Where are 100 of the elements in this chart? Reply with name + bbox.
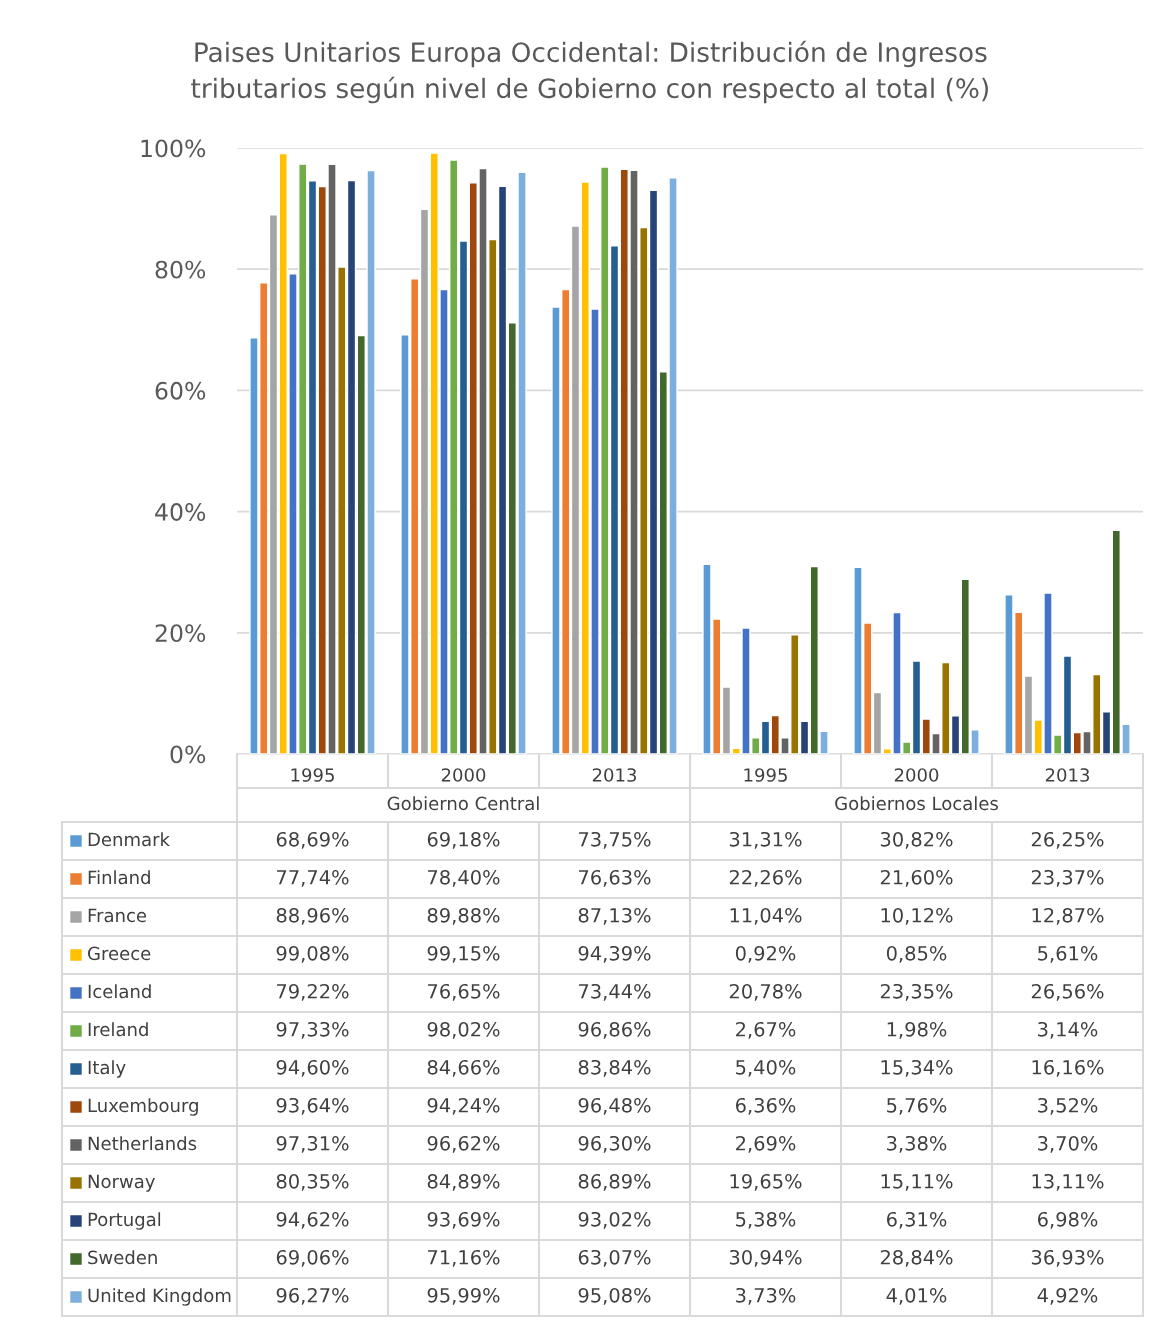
legend-label: France bbox=[88, 908, 147, 923]
data-label: 93,64% bbox=[276, 1097, 349, 1115]
data-label: 96,30% bbox=[578, 1135, 651, 1153]
data-label: 2,69% bbox=[736, 1135, 796, 1153]
data-label: 69,06% bbox=[276, 1249, 349, 1267]
x-tick-label: 2000 bbox=[894, 768, 939, 782]
data-label: 31,31% bbox=[729, 831, 802, 849]
data-label: 78,40% bbox=[428, 869, 500, 887]
legend-label: Luxembourg bbox=[88, 1098, 198, 1116]
legend-label: Denmark bbox=[88, 832, 170, 847]
data-label: 15,11% bbox=[881, 1173, 953, 1191]
data-label: 95,08% bbox=[578, 1287, 651, 1305]
data-label: 93,69% bbox=[427, 1211, 500, 1229]
data-label: 2,67% bbox=[736, 1021, 796, 1039]
data-label: 96,27% bbox=[276, 1287, 349, 1305]
data-label: 87,13% bbox=[578, 907, 651, 925]
legend-label: Iceland bbox=[88, 984, 151, 999]
data-label: 4,92% bbox=[1037, 1287, 1098, 1305]
data-label: 20,78% bbox=[729, 983, 802, 1001]
data-label: 3,14% bbox=[1038, 1021, 1098, 1039]
data-label: 84,89% bbox=[427, 1173, 500, 1191]
data-label: 5,38% bbox=[736, 1211, 796, 1229]
data-label: 19,65% bbox=[730, 1173, 802, 1191]
data-label: 79,22% bbox=[277, 983, 349, 1001]
data-label: 5,40% bbox=[736, 1059, 796, 1077]
x-tick-label: 2013 bbox=[592, 768, 637, 782]
data-label: 94,39% bbox=[578, 945, 651, 963]
data-label: 4,01% bbox=[886, 1287, 947, 1305]
data-label: 23,35% bbox=[880, 983, 953, 1001]
data-label: 23,37% bbox=[1031, 869, 1104, 887]
data-label: 93,02% bbox=[578, 1211, 651, 1229]
data-label: 80,35% bbox=[276, 1173, 349, 1191]
x-tick-label: 1995 bbox=[291, 768, 334, 782]
data-label: 94,62% bbox=[276, 1211, 349, 1229]
data-label: 30,94% bbox=[729, 1249, 802, 1267]
data-label: 5,61% bbox=[1038, 945, 1098, 963]
data-label: 96,48% bbox=[578, 1097, 651, 1115]
x-tick-label: 2000 bbox=[441, 768, 486, 782]
y-tick-label: 0% bbox=[170, 745, 206, 764]
data-label: 96,62% bbox=[427, 1135, 500, 1153]
legend-label: Portugal bbox=[88, 1212, 161, 1230]
data-label: 3,70% bbox=[1038, 1135, 1098, 1153]
data-label: 95,99% bbox=[427, 1287, 500, 1305]
text: Gobierno Central bbox=[387, 796, 539, 811]
data-label: 94,24% bbox=[427, 1097, 500, 1115]
data-label: 73,44% bbox=[579, 983, 651, 1001]
data-label: 76,63% bbox=[579, 869, 651, 887]
legend-label: Finland bbox=[88, 870, 150, 885]
data-label: 13,11% bbox=[1032, 1173, 1104, 1191]
legend-label: Netherlands bbox=[88, 1136, 197, 1151]
data-label: 98,02% bbox=[427, 1021, 500, 1039]
data-label: 76,65% bbox=[428, 983, 500, 1001]
data-label: 73,75% bbox=[579, 831, 651, 849]
data-label: 68,69% bbox=[276, 831, 349, 849]
data-label: 6,36% bbox=[735, 1097, 796, 1115]
data-label: 88,96% bbox=[276, 907, 349, 925]
data-label: 71,16% bbox=[428, 1249, 500, 1267]
x-tick-label: 1995 bbox=[744, 768, 787, 782]
data-label: 6,98% bbox=[1037, 1211, 1098, 1229]
data-label: 94,60% bbox=[276, 1059, 349, 1077]
y-tick-label: 80% bbox=[155, 260, 206, 279]
y-tick-label: 100% bbox=[141, 139, 206, 158]
data-label: 0,85% bbox=[886, 945, 947, 963]
data-label: 97,33% bbox=[276, 1021, 349, 1039]
data-label: 11,04% bbox=[730, 907, 802, 925]
data-label: 22,26% bbox=[729, 869, 802, 887]
data-label: 63,07% bbox=[578, 1249, 651, 1267]
y-tick-label: 60% bbox=[155, 381, 206, 400]
data-label: 28,84% bbox=[880, 1249, 953, 1267]
data-label: 1,98% bbox=[887, 1021, 947, 1039]
x-tick-label: 2013 bbox=[1045, 768, 1090, 782]
data-label: 3,73% bbox=[736, 1287, 796, 1305]
data-label: 36,93% bbox=[1031, 1249, 1104, 1267]
legend-label: Norway bbox=[88, 1174, 155, 1192]
legend-label: Ireland bbox=[88, 1022, 148, 1037]
data-label: 10,12% bbox=[881, 907, 953, 925]
y-tick-label: 20% bbox=[155, 624, 206, 643]
data-label: 77,74% bbox=[277, 869, 349, 887]
data-label: 96,86% bbox=[578, 1021, 651, 1039]
data-label: 21,60% bbox=[880, 869, 953, 887]
chart-title: Paises Unitarios Europa Occidental: Distribución de Ingresos tributarios según nivel de Gobierno con respecto al total (%) bbox=[191, 40, 988, 104]
legend-label: Italy bbox=[88, 1060, 126, 1078]
data-label: 16,16% bbox=[1032, 1059, 1104, 1077]
data-label: 83,84% bbox=[578, 1059, 651, 1077]
data-label: 69,18% bbox=[427, 831, 500, 849]
data-label: 12,87% bbox=[1032, 907, 1104, 925]
data-label: 26,25% bbox=[1031, 831, 1104, 849]
y-tick-label: 40% bbox=[155, 503, 206, 521]
data-label: 89,88% bbox=[427, 907, 500, 925]
data-label: 84,66% bbox=[427, 1059, 500, 1077]
data-label: 30,82% bbox=[880, 831, 953, 849]
data-label: 99,15% bbox=[427, 945, 500, 963]
data-label: 26,56% bbox=[1031, 983, 1104, 1001]
data-label: 99,08% bbox=[276, 945, 349, 963]
data-label: 3,38% bbox=[887, 1135, 947, 1153]
data-label: 15,34% bbox=[881, 1059, 953, 1077]
data-label: 6,31% bbox=[886, 1211, 947, 1229]
data-label: 0,92% bbox=[735, 945, 796, 963]
data-label: 5,76% bbox=[887, 1097, 947, 1115]
legend-label: United Kingdom bbox=[88, 1288, 231, 1306]
